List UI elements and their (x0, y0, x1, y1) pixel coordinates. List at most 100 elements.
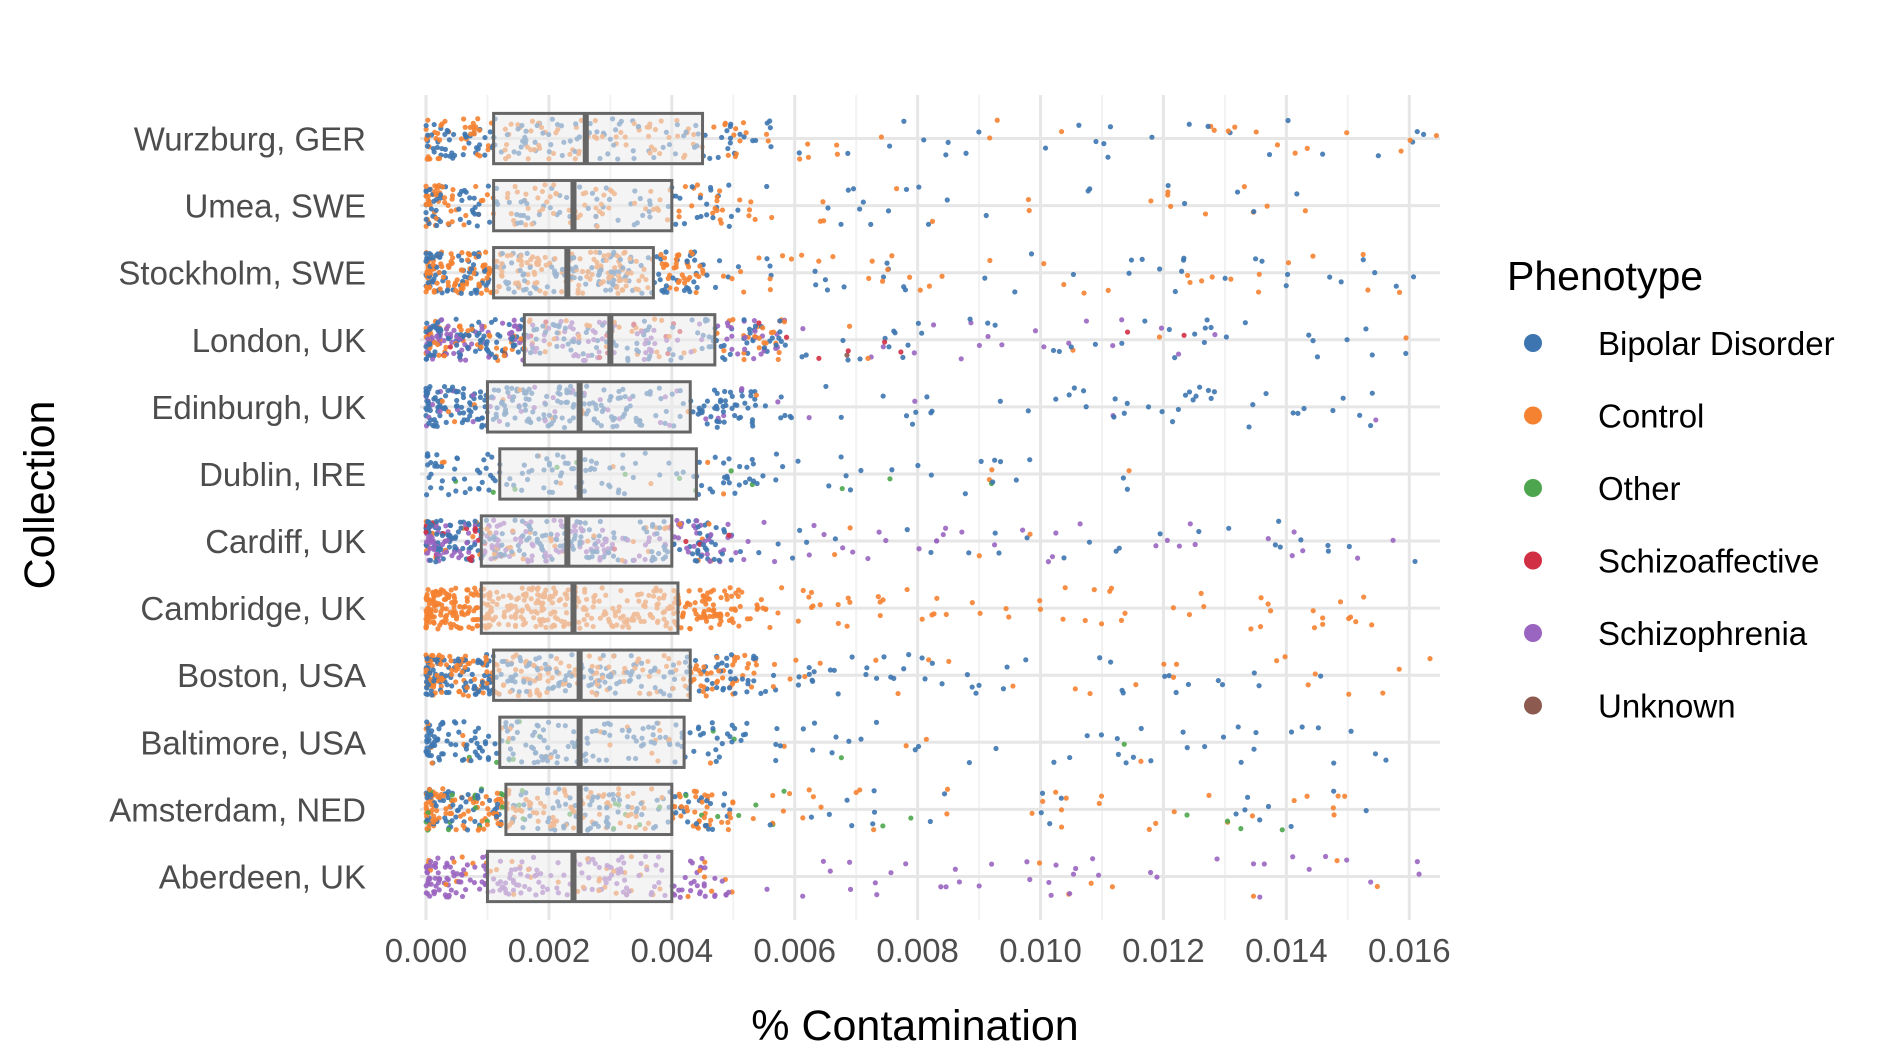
data-point (440, 184, 446, 190)
data-point (716, 621, 723, 628)
data-point (1068, 344, 1074, 350)
data-point (692, 809, 698, 815)
data-point (743, 130, 749, 136)
data-point (1006, 614, 1012, 620)
data-point (695, 524, 701, 530)
data-point (482, 134, 488, 141)
data-point (482, 152, 488, 158)
data-point (1000, 686, 1007, 692)
data-point (448, 387, 454, 393)
data-point (886, 344, 892, 350)
data-point (485, 349, 492, 355)
data-point (1098, 793, 1105, 799)
data-point (457, 603, 463, 610)
data-point (732, 690, 738, 696)
data-point (699, 407, 705, 414)
data-point (825, 205, 831, 211)
data-point (1256, 271, 1262, 277)
data-point (1049, 554, 1056, 560)
data-point (712, 875, 718, 881)
data-point (885, 266, 891, 273)
data-point (707, 486, 713, 492)
data-point (696, 688, 702, 694)
data-point (1063, 795, 1069, 801)
data-point (449, 792, 455, 798)
data-point (761, 519, 767, 525)
data-point (432, 349, 438, 355)
data-point (449, 339, 455, 345)
data-point (465, 530, 472, 536)
data-point (424, 691, 431, 697)
data-point (435, 855, 441, 861)
data-point (858, 736, 864, 742)
data-point (1374, 883, 1380, 890)
y-tick-label: London, UK (192, 322, 366, 359)
data-point (762, 688, 769, 695)
data-point (724, 128, 730, 134)
data-point (480, 263, 486, 270)
data-point (485, 183, 491, 189)
data-point (471, 195, 477, 201)
data-point (1320, 615, 1326, 621)
data-point (907, 274, 913, 280)
data-point (464, 685, 470, 691)
data-point (864, 665, 870, 671)
data-point (424, 591, 430, 598)
data-point (464, 827, 471, 833)
data-point (1310, 608, 1316, 614)
data-point (1153, 543, 1159, 549)
data-point (467, 131, 474, 137)
data-point (446, 264, 452, 271)
data-point (457, 688, 463, 694)
data-point (475, 592, 481, 598)
data-point (911, 350, 917, 356)
data-point (762, 403, 768, 409)
data-point (438, 192, 444, 198)
data-point (1111, 414, 1117, 420)
data-point (444, 860, 450, 866)
data-point (675, 279, 681, 286)
data-point (673, 264, 679, 270)
x-tick-label: 0.010 (999, 932, 1082, 969)
data-point (426, 736, 432, 743)
data-point (425, 810, 431, 816)
legend-label: Unknown (1598, 688, 1736, 725)
data-point (432, 864, 439, 870)
data-point (423, 329, 429, 335)
data-point (678, 804, 684, 810)
data-point (1120, 690, 1126, 696)
data-point (736, 812, 742, 819)
data-point (1025, 408, 1031, 414)
data-point (484, 822, 490, 828)
data-point (797, 527, 803, 533)
data-point (485, 147, 491, 153)
data-point (732, 490, 738, 496)
data-point (451, 595, 458, 601)
data-point (1056, 348, 1062, 355)
data-point (930, 322, 937, 328)
data-point (1039, 790, 1046, 796)
data-point (680, 610, 686, 616)
data-point (1084, 733, 1090, 739)
data-point (479, 323, 485, 329)
data-point (429, 741, 435, 747)
data-point (888, 870, 894, 876)
data-point (678, 813, 684, 819)
data-point (727, 669, 733, 675)
data-point (451, 873, 457, 879)
data-point (1212, 332, 1218, 338)
data-point (1256, 683, 1262, 689)
data-point (928, 472, 934, 478)
data-point (978, 458, 984, 465)
data-point (714, 424, 720, 430)
data-point (428, 858, 434, 865)
data-point (431, 619, 437, 625)
data-point (835, 691, 841, 697)
data-point (871, 809, 878, 815)
data-point (735, 264, 742, 270)
data-point (751, 678, 757, 684)
data-point (1060, 616, 1066, 622)
data-point (1173, 689, 1179, 696)
data-point (476, 319, 482, 325)
data-point (692, 600, 698, 606)
